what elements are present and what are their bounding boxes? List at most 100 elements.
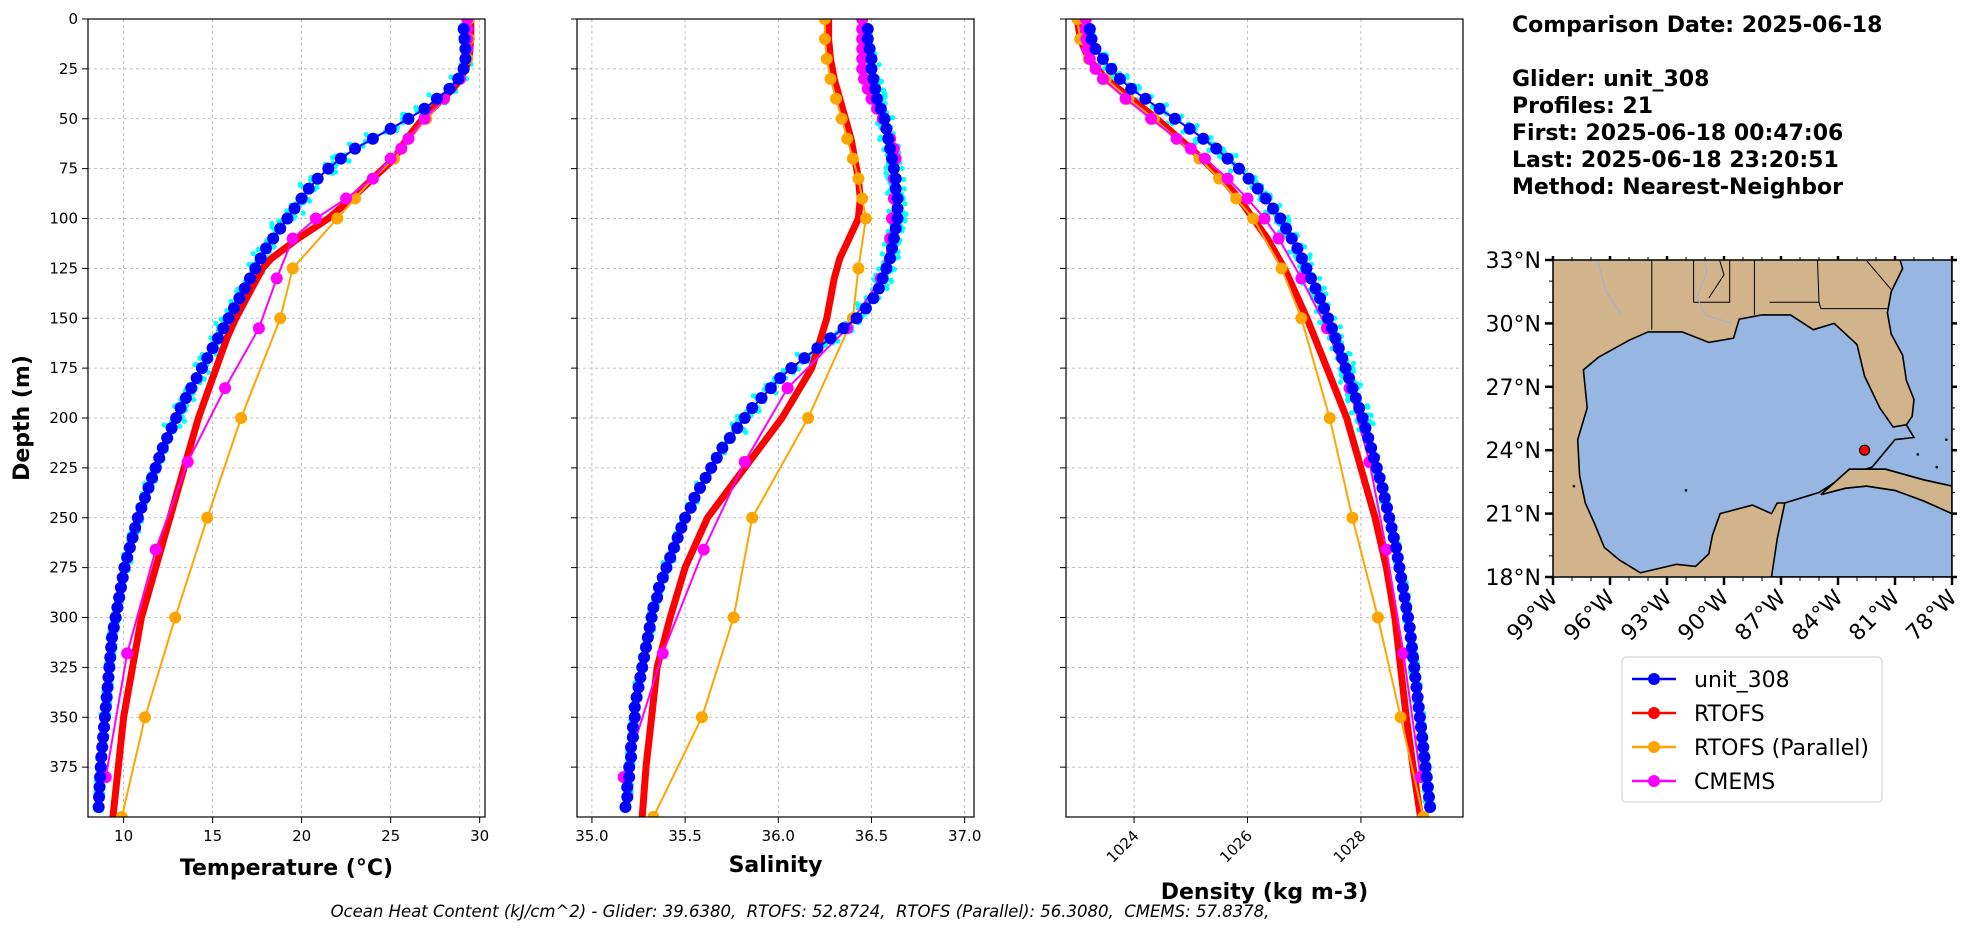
density-panel: 1024 1026 1028 Density (kg m-3) xyxy=(1060,18,1464,905)
series-marker xyxy=(274,222,287,235)
series-marker xyxy=(1356,412,1369,424)
series-marker xyxy=(118,561,131,574)
series-marker xyxy=(274,312,287,325)
series-marker xyxy=(288,202,301,215)
series-marker xyxy=(820,52,833,65)
glider-raw-point xyxy=(1368,412,1374,418)
glider-raw-point xyxy=(250,251,256,257)
glider-raw-point xyxy=(890,115,896,121)
series-marker xyxy=(443,82,456,95)
series-marker xyxy=(623,771,636,784)
glider-raw-point xyxy=(901,186,907,192)
map-x-tick-label: 84°W xyxy=(1788,585,1849,646)
series-marker xyxy=(123,541,136,554)
series-marker xyxy=(1391,551,1404,564)
series-marker xyxy=(165,421,178,434)
series-marker xyxy=(623,761,636,774)
series-marker xyxy=(856,62,869,75)
glider-raw-point xyxy=(884,282,890,288)
series-marker xyxy=(1083,22,1096,35)
series-marker xyxy=(639,641,652,654)
series-marker xyxy=(452,72,465,85)
series-marker xyxy=(641,631,654,644)
glider-raw-point xyxy=(205,369,212,376)
series-marker xyxy=(105,641,118,654)
series-marker xyxy=(858,72,871,85)
series-marker xyxy=(1401,611,1414,624)
series-marker xyxy=(1085,32,1098,45)
series-marker xyxy=(1089,62,1102,75)
series-marker xyxy=(1197,132,1210,145)
legend-marker xyxy=(1648,775,1660,787)
series-marker xyxy=(802,412,815,424)
series-marker xyxy=(1125,82,1138,95)
series-marker xyxy=(1409,671,1422,684)
series-marker xyxy=(830,92,843,105)
glider-raw-point xyxy=(1364,403,1370,409)
series-marker xyxy=(94,761,107,774)
island xyxy=(1572,484,1576,488)
series-marker xyxy=(1411,691,1424,704)
series-marker xyxy=(1230,192,1243,205)
series-marker xyxy=(856,192,869,205)
glider-raw-point xyxy=(877,136,883,142)
series-marker xyxy=(1410,681,1423,694)
series-marker xyxy=(1362,431,1375,444)
series-marker xyxy=(1397,647,1410,660)
series-marker xyxy=(1381,501,1394,514)
series-marker xyxy=(818,32,831,45)
series-marker xyxy=(774,372,787,385)
series-marker xyxy=(1210,142,1223,155)
series-marker xyxy=(882,132,895,145)
series-marker xyxy=(626,731,639,744)
legend-label: RTOFS (Parallel) xyxy=(1694,736,1869,761)
series-marker xyxy=(138,491,151,504)
series-marker xyxy=(699,471,712,484)
series-marker xyxy=(1420,771,1433,784)
glider-raw-point xyxy=(876,61,882,68)
series-marker xyxy=(106,631,119,644)
series-marker xyxy=(1339,362,1352,375)
series-unit-308 xyxy=(92,22,472,814)
series-marker xyxy=(1370,461,1383,474)
series-marker xyxy=(1314,292,1327,305)
legend-marker xyxy=(1648,707,1660,719)
y-tick-label: 350 xyxy=(49,708,78,726)
glider-raw-point xyxy=(284,208,290,214)
series-marker xyxy=(99,701,112,714)
series-marker xyxy=(710,451,723,464)
y-tick-label: 100 xyxy=(49,210,78,228)
series-marker xyxy=(675,521,688,534)
series-marker xyxy=(643,621,656,634)
series-marker xyxy=(1309,282,1322,295)
series-marker xyxy=(185,382,198,395)
series-marker xyxy=(695,711,708,724)
series-marker xyxy=(1383,511,1396,524)
map-y-tick-label: 18°N xyxy=(1486,566,1541,591)
series-marker xyxy=(671,531,684,544)
glider-raw-point xyxy=(234,288,240,294)
series-marker xyxy=(638,651,651,664)
series-marker xyxy=(101,681,114,694)
series-marker xyxy=(331,212,344,225)
series-marker xyxy=(628,701,641,714)
series-marker xyxy=(1258,212,1271,225)
series-marker xyxy=(865,62,878,75)
series-marker xyxy=(235,412,248,424)
glider-raw-point xyxy=(1227,168,1234,174)
series-marker xyxy=(227,302,240,315)
glider-raw-point xyxy=(886,208,892,214)
series-marker xyxy=(1318,302,1331,315)
series-marker xyxy=(457,22,470,35)
series-marker xyxy=(694,481,707,494)
x-tick-label: 36.5 xyxy=(855,827,888,845)
series-marker xyxy=(1251,182,1264,195)
series-marker xyxy=(281,212,294,225)
glider-raw-point xyxy=(224,308,230,314)
series-marker xyxy=(667,541,680,554)
series-marker xyxy=(625,751,638,764)
series-marker xyxy=(1378,491,1391,504)
series-marker xyxy=(878,112,891,125)
series-marker xyxy=(1259,192,1272,205)
series-marker xyxy=(841,132,854,145)
